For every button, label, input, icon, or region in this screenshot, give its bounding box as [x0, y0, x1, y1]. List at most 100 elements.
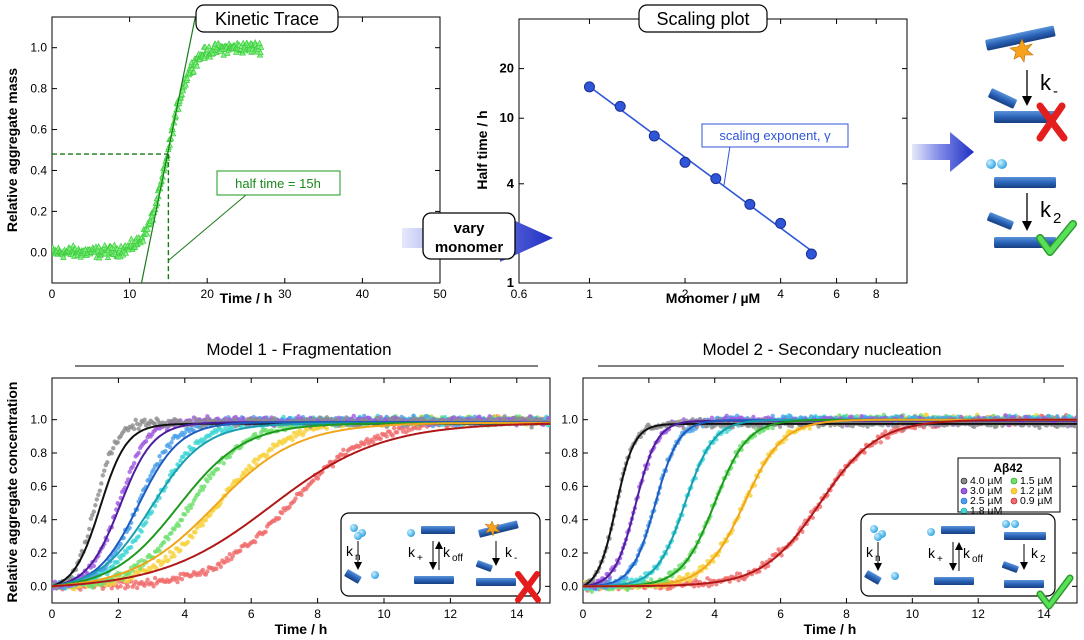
model1-data-point: [218, 564, 224, 569]
model1-data-point: [96, 492, 101, 498]
model1-data-point: [151, 584, 156, 589]
model1-data-point: [411, 415, 416, 421]
model1-data-point: [179, 576, 185, 582]
kinetic-trace-point: [122, 249, 130, 256]
model1-data-point: [131, 460, 137, 466]
model2-data-point: [724, 429, 729, 435]
model1-data-point: [130, 423, 135, 428]
model1-data-point: [227, 454, 232, 460]
model1-xtick-label: 6: [248, 607, 255, 621]
model1-data-point: [125, 428, 131, 433]
model1-data-point: [102, 468, 107, 473]
model1-data-point: [105, 460, 110, 465]
model1-data-point: [394, 430, 400, 435]
scaling-plot-ytick-label: 4: [507, 176, 515, 191]
model1-xtick-label: 4: [181, 607, 188, 621]
model2-data-point: [1062, 415, 1067, 420]
model1-data-point: [351, 413, 356, 419]
model1-data-point: [145, 577, 150, 582]
model1-data-point: [115, 559, 120, 565]
model1-data-point: [390, 433, 395, 438]
model1-data-point: [91, 509, 97, 514]
model1-data-point: [375, 415, 380, 421]
scaling-fit-line: [588, 85, 812, 252]
monomer-icon: [354, 532, 362, 540]
scaling-plot-xtick-label: 0.6: [511, 287, 528, 301]
monomer-icon: [371, 571, 379, 579]
model1-data-point: [193, 416, 198, 421]
model1-data-point: [93, 503, 98, 508]
kinetic-trace-ytick-label: 0.6: [30, 123, 47, 137]
model1-data-point: [188, 505, 194, 511]
scaling-plot-xtick-label: 4: [777, 287, 784, 301]
model1-marks: [52, 413, 550, 592]
fibril-icon: [478, 520, 519, 538]
model1-data-point: [371, 439, 376, 445]
scaling-plot-title: Scaling plot: [656, 9, 749, 29]
model1-data-point: [151, 467, 156, 472]
scaling-exponent-leader: [723, 145, 731, 186]
model1-data-point: [190, 501, 195, 507]
model2-xtick-label: 6: [777, 607, 784, 621]
model1-data-point: [97, 488, 103, 493]
kinetic-trace-xtick-label: 0: [49, 287, 56, 301]
model1-data-point: [112, 581, 117, 587]
kinetic-trace-xtick-label: 50: [433, 287, 447, 301]
kinetic-trace-point: [205, 43, 213, 50]
model1-data-point: [88, 516, 94, 521]
kinetic-trace-frame: [51, 16, 441, 284]
model1-ticks: 0 2 4 6 8 10 12 140.00.20.40.60.81.0: [30, 378, 550, 621]
model1-data-point: [185, 508, 191, 514]
model1-ytick-label: 0.6: [30, 479, 47, 493]
model1-data-point: [109, 451, 114, 456]
model2-ytick-label: 0.2: [561, 546, 578, 560]
model1-data-point: [136, 450, 141, 455]
kinetic-trace-point: [140, 237, 147, 244]
model1-data-point: [208, 512, 213, 518]
model1-data-point: [125, 579, 131, 584]
model1-data-point: [279, 510, 285, 516]
model1-data-point: [167, 444, 173, 450]
model1-data-point: [317, 415, 322, 420]
model1-data-point: [118, 556, 123, 561]
kinetic-trace-ytick-label: 1.0: [30, 41, 47, 55]
fragmentation-arrowhead-icon: [1022, 96, 1032, 106]
model1-data-point: [520, 416, 525, 421]
model1-data-point: [166, 558, 171, 563]
kinetic-trace-point: [179, 87, 187, 94]
kinetic-trace-point: [128, 235, 135, 242]
model1-data-point: [290, 437, 295, 443]
kinetic-trace-point: [182, 81, 189, 88]
scaling-point: [775, 217, 787, 229]
model2-ytick-label: 0.6: [561, 479, 578, 493]
kinetic-trace-point: [206, 53, 214, 60]
model1-kn-label: k: [346, 543, 354, 559]
model1-data-point: [181, 454, 186, 459]
model2-data-point: [886, 435, 891, 440]
model1-panel: 0 2 4 6 8 10 12 140.00.20.40.60.81.0 Time / h R…: [4, 377, 551, 637]
model2-xtick-label: 4: [711, 607, 718, 621]
model1-data-point: [128, 545, 134, 550]
scaling-plot-xtick-label: 8: [873, 287, 880, 301]
model1-data-point: [264, 453, 270, 458]
model1-xtick-label: 8: [314, 607, 321, 621]
half-time-label-box: half time = 15h: [216, 170, 341, 196]
kinetic-trace-xtick-label: 20: [201, 287, 215, 301]
model1-data-point: [169, 530, 174, 536]
model1-data-point: [263, 529, 268, 535]
model2-data-point: [912, 414, 918, 419]
model1-data-point: [390, 415, 395, 421]
kinetic-trace-xtick-label: 10: [123, 287, 137, 301]
model1-data-point: [87, 526, 92, 532]
scaling-point: [614, 100, 626, 112]
model1-data-point: [166, 537, 171, 542]
kinetic-trace-ylabel: Relative aggregate mass: [4, 68, 20, 232]
model1-data-point: [127, 571, 132, 576]
model1-data-point: [136, 426, 141, 432]
model1-koff-sub: off: [452, 553, 463, 564]
model1-xtick-label: 10: [377, 607, 391, 621]
scaling-point: [710, 173, 722, 185]
model1-data-point: [329, 416, 334, 422]
